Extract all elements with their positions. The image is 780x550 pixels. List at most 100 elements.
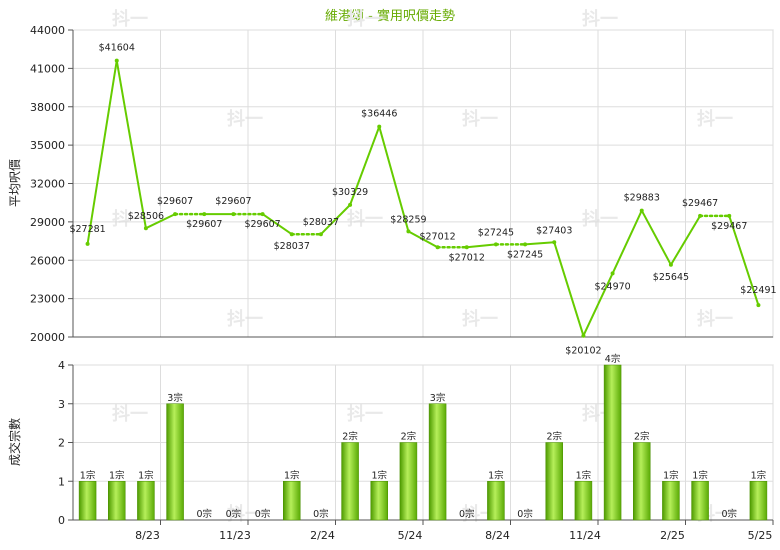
price-line-segment [465, 243, 497, 249]
price-point [435, 245, 440, 250]
price-point [231, 212, 236, 217]
price-point [610, 271, 615, 276]
price-axis-label: 平均呎價 [8, 159, 22, 207]
transaction-count-panel: 0 1 2 3 4 8/23 11/23 2/24 5/24 8/24 11/24 2/25 5/25 1… [58, 353, 774, 542]
price-line-segment [115, 59, 147, 230]
price-value-label: $30329 [332, 187, 368, 198]
count-value-label: 1宗 [692, 469, 708, 481]
price-trend-panel: 20000 23000 26000 29000 32000 35000 38000 41000… [30, 24, 777, 357]
count-value-label: 1宗 [371, 469, 387, 481]
price-point [348, 202, 353, 207]
watermark-text: 抖一 [227, 108, 263, 130]
count-value-label: 0宗 [517, 508, 533, 520]
price-value-label: $24970 [594, 281, 630, 292]
count-value-label: 2宗 [401, 431, 417, 443]
price-value-label: $27012 [419, 231, 455, 242]
count-tick-label: 0 [58, 514, 65, 527]
watermark-text: 抖一 [347, 8, 383, 30]
price-tick-label: 32000 [30, 178, 65, 191]
price-line-segment [349, 125, 381, 206]
price-value-label: $25645 [653, 272, 689, 283]
price-line-segment [640, 209, 672, 266]
x-tick-label: 5/24 [398, 529, 423, 542]
price-tick-label: 44000 [30, 24, 65, 37]
count-bar [137, 481, 155, 521]
price-value-label: $27245 [478, 227, 514, 238]
count-value-label: 4宗 [605, 353, 621, 365]
price-point [85, 241, 90, 246]
x-tick-label: 5/25 [748, 529, 773, 542]
price-line-segment [261, 213, 293, 236]
price-value-label: $28259 [390, 214, 426, 225]
price-value-label: $27403 [536, 225, 572, 236]
price-line-segment [86, 59, 118, 245]
count-bar [487, 481, 505, 521]
count-value-label: 1宗 [80, 469, 96, 481]
watermark-text: 抖一 [582, 208, 618, 230]
price-tick-label: 20000 [30, 331, 65, 344]
price-point [639, 208, 644, 213]
count-tick-label: 3 [58, 398, 65, 411]
price-value-label: $22491 [740, 285, 776, 296]
count-bar [78, 481, 97, 521]
price-value-label: $29607 [215, 196, 251, 207]
price-point [552, 240, 557, 245]
x-tick-label: 8/23 [135, 529, 160, 542]
count-bar [662, 481, 680, 521]
price-tick-label: 35000 [30, 139, 65, 152]
x-tick-label: 2/25 [660, 529, 685, 542]
price-value-label: $27281 [69, 224, 105, 235]
price-point [114, 58, 119, 63]
price-point [406, 229, 411, 234]
count-value-label: 1宗 [488, 469, 504, 481]
count-bar [749, 481, 768, 521]
count-value-label: 0宗 [459, 508, 475, 520]
count-bar [691, 481, 709, 521]
price-value-label: $20102 [565, 346, 601, 357]
watermark-text: 抖一 [347, 403, 383, 425]
count-value-label: 2宗 [342, 431, 358, 443]
watermark-text: 抖一 [112, 8, 148, 30]
count-value-label: 2宗 [634, 431, 650, 443]
watermark-text: 抖一 [582, 8, 618, 30]
price-value-label: $29467 [682, 198, 718, 209]
count-value-label: 0宗 [313, 508, 329, 520]
price-point [581, 333, 586, 338]
price-point [173, 212, 178, 217]
count-bar [166, 403, 184, 521]
price-value-label: $27012 [449, 252, 485, 263]
price-point [698, 213, 703, 218]
watermark-text: 抖一 [112, 208, 148, 230]
count-bar [283, 481, 301, 521]
price-value-label: $29883 [624, 193, 660, 204]
price-line-segment [407, 230, 439, 249]
price-point [493, 242, 498, 247]
count-value-label: 1宗 [138, 469, 154, 481]
x-tick-label: 11/23 [219, 529, 251, 542]
price-line-segment [378, 125, 410, 233]
count-tick-label: 1 [58, 475, 65, 488]
price-point [143, 226, 148, 231]
count-bar [545, 442, 563, 521]
count-tick-label: 4 [58, 359, 65, 372]
price-value-label: $29607 [244, 219, 280, 230]
count-value-label: 1宗 [663, 469, 679, 481]
price-tick-label: 26000 [30, 254, 65, 267]
count-value-label: 2宗 [546, 431, 562, 443]
price-point [289, 232, 294, 237]
count-bar [428, 403, 447, 521]
count-bar [633, 442, 651, 521]
price-point [523, 242, 528, 247]
count-value-label: 0宗 [226, 508, 242, 520]
price-line-segment [728, 214, 760, 307]
watermark-text: 抖一 [112, 403, 148, 425]
count-value-label: 1宗 [284, 469, 300, 481]
price-value-label: $29467 [711, 221, 747, 232]
count-value-label: 0宗 [255, 508, 271, 520]
watermark-text: 抖一 [227, 308, 263, 330]
price-line-segment [611, 209, 643, 275]
count-bar [341, 442, 359, 521]
count-value-label: 3宗 [167, 392, 183, 404]
count-bar [574, 481, 593, 521]
